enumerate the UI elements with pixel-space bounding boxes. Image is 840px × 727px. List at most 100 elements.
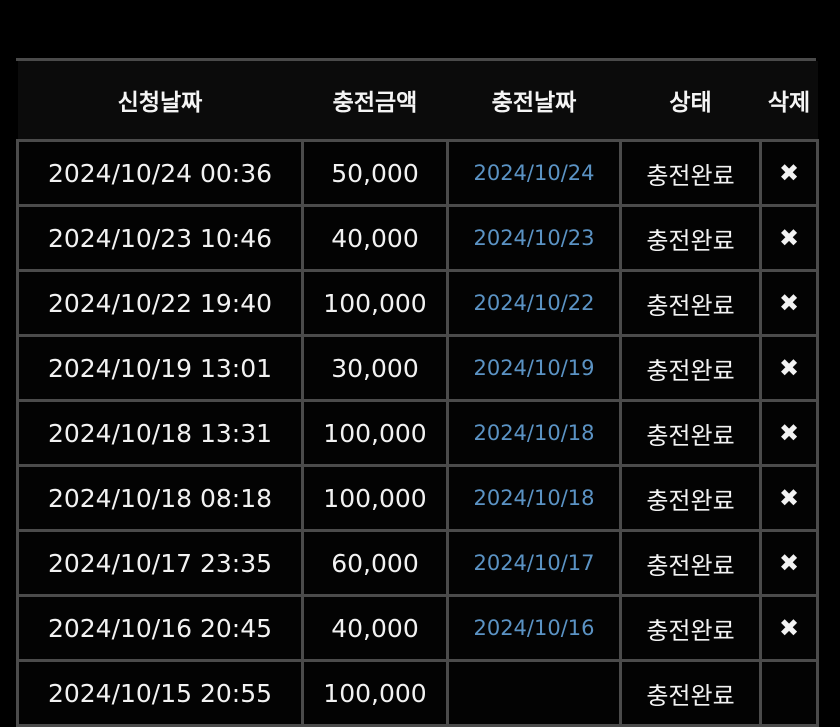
status-cell-text: 충전완료 <box>646 161 735 190</box>
table-row: 2024/10/23 10:46 40,000 2024/10/23 충전완료 ✖ <box>16 204 819 272</box>
header-requested-date: 신청날짜 <box>17 61 303 141</box>
status-cell: 충전완료 <box>619 334 762 402</box>
amount-cell-text: 100,000 <box>323 418 427 448</box>
delete-button[interactable]: ✖ <box>759 204 819 272</box>
amount-cell-text: 50,000 <box>331 158 419 188</box>
status-cell: 충전완료 <box>619 529 762 597</box>
charged-date-cell: 2024/10/18 <box>446 464 622 532</box>
close-x-icon[interactable]: ✖ <box>778 484 800 512</box>
close-x-icon[interactable]: ✖ <box>778 419 800 447</box>
charged-date-cell: 2024/10/19 <box>446 334 622 402</box>
close-x-icon[interactable]: ✖ <box>778 224 800 252</box>
charged-date-cell-text: 2024/10/18 <box>473 421 595 445</box>
close-x-icon[interactable]: ✖ <box>778 159 800 187</box>
delete-button[interactable]: ✖ <box>759 139 819 207</box>
requested-date-cell-text: 2024/10/19 13:01 <box>47 353 273 383</box>
requested-date-cell: 2024/10/18 13:31 <box>16 399 304 467</box>
status-cell-text: 충전완료 <box>646 681 735 710</box>
table-row: 2024/10/15 20:55 100,000 충전완료 <box>16 659 819 727</box>
amount-cell: 100,000 <box>301 269 449 337</box>
amount-cell: 60,000 <box>301 529 449 597</box>
delete-button[interactable]: ✖ <box>759 269 819 337</box>
table-row: 2024/10/22 19:40 100,000 2024/10/22 충전완료 ✖ <box>16 269 819 337</box>
close-x-icon[interactable]: ✖ <box>778 549 800 577</box>
charged-date-cell: 2024/10/16 <box>446 594 622 662</box>
delete-button[interactable]: ✖ <box>759 464 819 532</box>
header-amount: 충전금액 <box>302 61 448 141</box>
charged-date-cell-text: 2024/10/24 <box>473 161 595 185</box>
amount-cell: 50,000 <box>301 139 449 207</box>
table-row: 2024/10/24 00:36 50,000 2024/10/24 충전완료 ✖ <box>16 139 819 207</box>
status-cell: 충전완료 <box>619 594 762 662</box>
amount-cell-text: 60,000 <box>331 548 419 578</box>
charged-date-cell-text: 2024/10/16 <box>473 616 595 640</box>
requested-date-cell-text: 2024/10/23 10:46 <box>47 223 273 253</box>
table-row: 2024/10/17 23:35 60,000 2024/10/17 충전완료 ✖ <box>16 529 819 597</box>
amount-cell: 40,000 <box>301 204 449 272</box>
charged-date-cell: 2024/10/23 <box>446 204 622 272</box>
charge-history-table: 신청날짜 충전금액 충전날짜 상태 삭제 2024/10/24 00:36 50,… <box>16 61 819 727</box>
close-x-icon[interactable]: ✖ <box>778 289 800 317</box>
status-cell: 충전완료 <box>619 204 762 272</box>
charged-date-cell <box>446 659 622 727</box>
status-cell-text: 충전완료 <box>646 421 735 450</box>
amount-cell-text: 100,000 <box>323 483 427 513</box>
delete-button[interactable]: ✖ <box>759 529 819 597</box>
table-row: 2024/10/16 20:45 40,000 2024/10/16 충전완료 ✖ <box>16 594 819 662</box>
requested-date-cell: 2024/10/18 08:18 <box>16 464 304 532</box>
requested-date-cell-text: 2024/10/16 20:45 <box>47 613 273 643</box>
amount-cell-text: 30,000 <box>331 353 419 383</box>
amount-cell-text: 100,000 <box>323 288 427 318</box>
requested-date-cell-text: 2024/10/18 08:18 <box>47 483 273 513</box>
charged-date-cell-text: 2024/10/18 <box>473 486 595 510</box>
table-row: 2024/10/18 08:18 100,000 2024/10/18 충전완료 ✖ <box>16 464 819 532</box>
charged-date-cell: 2024/10/17 <box>446 529 622 597</box>
status-cell-text: 충전완료 <box>646 291 735 320</box>
status-cell: 충전완료 <box>619 659 762 727</box>
header-delete: 삭제 <box>760 61 818 141</box>
close-x-icon[interactable]: ✖ <box>778 354 800 382</box>
amount-cell-text: 40,000 <box>331 613 419 643</box>
table-header-row: 신청날짜 충전금액 충전날짜 상태 삭제 <box>17 61 818 141</box>
requested-date-cell: 2024/10/17 23:35 <box>16 529 304 597</box>
table-row: 2024/10/18 13:31 100,000 2024/10/18 충전완료 ✖ <box>16 399 819 467</box>
amount-cell: 100,000 <box>301 464 449 532</box>
table-row: 2024/10/19 13:01 30,000 2024/10/19 충전완료 ✖ <box>16 334 819 402</box>
amount-cell: 100,000 <box>301 659 449 727</box>
charged-date-cell-text: 2024/10/22 <box>473 291 595 315</box>
delete-button[interactable]: ✖ <box>759 399 819 467</box>
charged-date-cell-text: 2024/10/23 <box>473 226 595 250</box>
requested-date-cell: 2024/10/23 10:46 <box>16 204 304 272</box>
table-top-border <box>16 58 816 61</box>
status-cell-text: 충전완료 <box>646 486 735 515</box>
requested-date-cell-text: 2024/10/18 13:31 <box>47 418 273 448</box>
delete-button[interactable] <box>759 659 819 727</box>
close-x-icon[interactable]: ✖ <box>778 614 800 642</box>
charged-date-cell: 2024/10/18 <box>446 399 622 467</box>
charged-date-cell: 2024/10/24 <box>446 139 622 207</box>
amount-cell-text: 40,000 <box>331 223 419 253</box>
requested-date-cell-text: 2024/10/17 23:35 <box>47 548 273 578</box>
requested-date-cell: 2024/10/22 19:40 <box>16 269 304 337</box>
requested-date-cell: 2024/10/16 20:45 <box>16 594 304 662</box>
amount-cell: 30,000 <box>301 334 449 402</box>
delete-button[interactable]: ✖ <box>759 594 819 662</box>
status-cell: 충전완료 <box>619 399 762 467</box>
status-cell-text: 충전완료 <box>646 616 735 645</box>
requested-date-cell: 2024/10/24 00:36 <box>16 139 304 207</box>
requested-date-cell-text: 2024/10/24 00:36 <box>47 158 273 188</box>
status-cell: 충전완료 <box>619 464 762 532</box>
delete-button[interactable]: ✖ <box>759 334 819 402</box>
amount-cell-text: 100,000 <box>323 678 427 708</box>
status-cell-text: 충전완료 <box>646 551 735 580</box>
requested-date-cell: 2024/10/15 20:55 <box>16 659 304 727</box>
header-charged-date: 충전날짜 <box>447 61 621 141</box>
header-status: 상태 <box>620 61 761 141</box>
status-cell-text: 충전완료 <box>646 226 735 255</box>
charged-date-cell: 2024/10/22 <box>446 269 622 337</box>
requested-date-cell: 2024/10/19 13:01 <box>16 334 304 402</box>
status-cell: 충전완료 <box>619 269 762 337</box>
requested-date-cell-text: 2024/10/15 20:55 <box>47 678 273 708</box>
amount-cell: 40,000 <box>301 594 449 662</box>
status-cell-text: 충전완료 <box>646 356 735 385</box>
